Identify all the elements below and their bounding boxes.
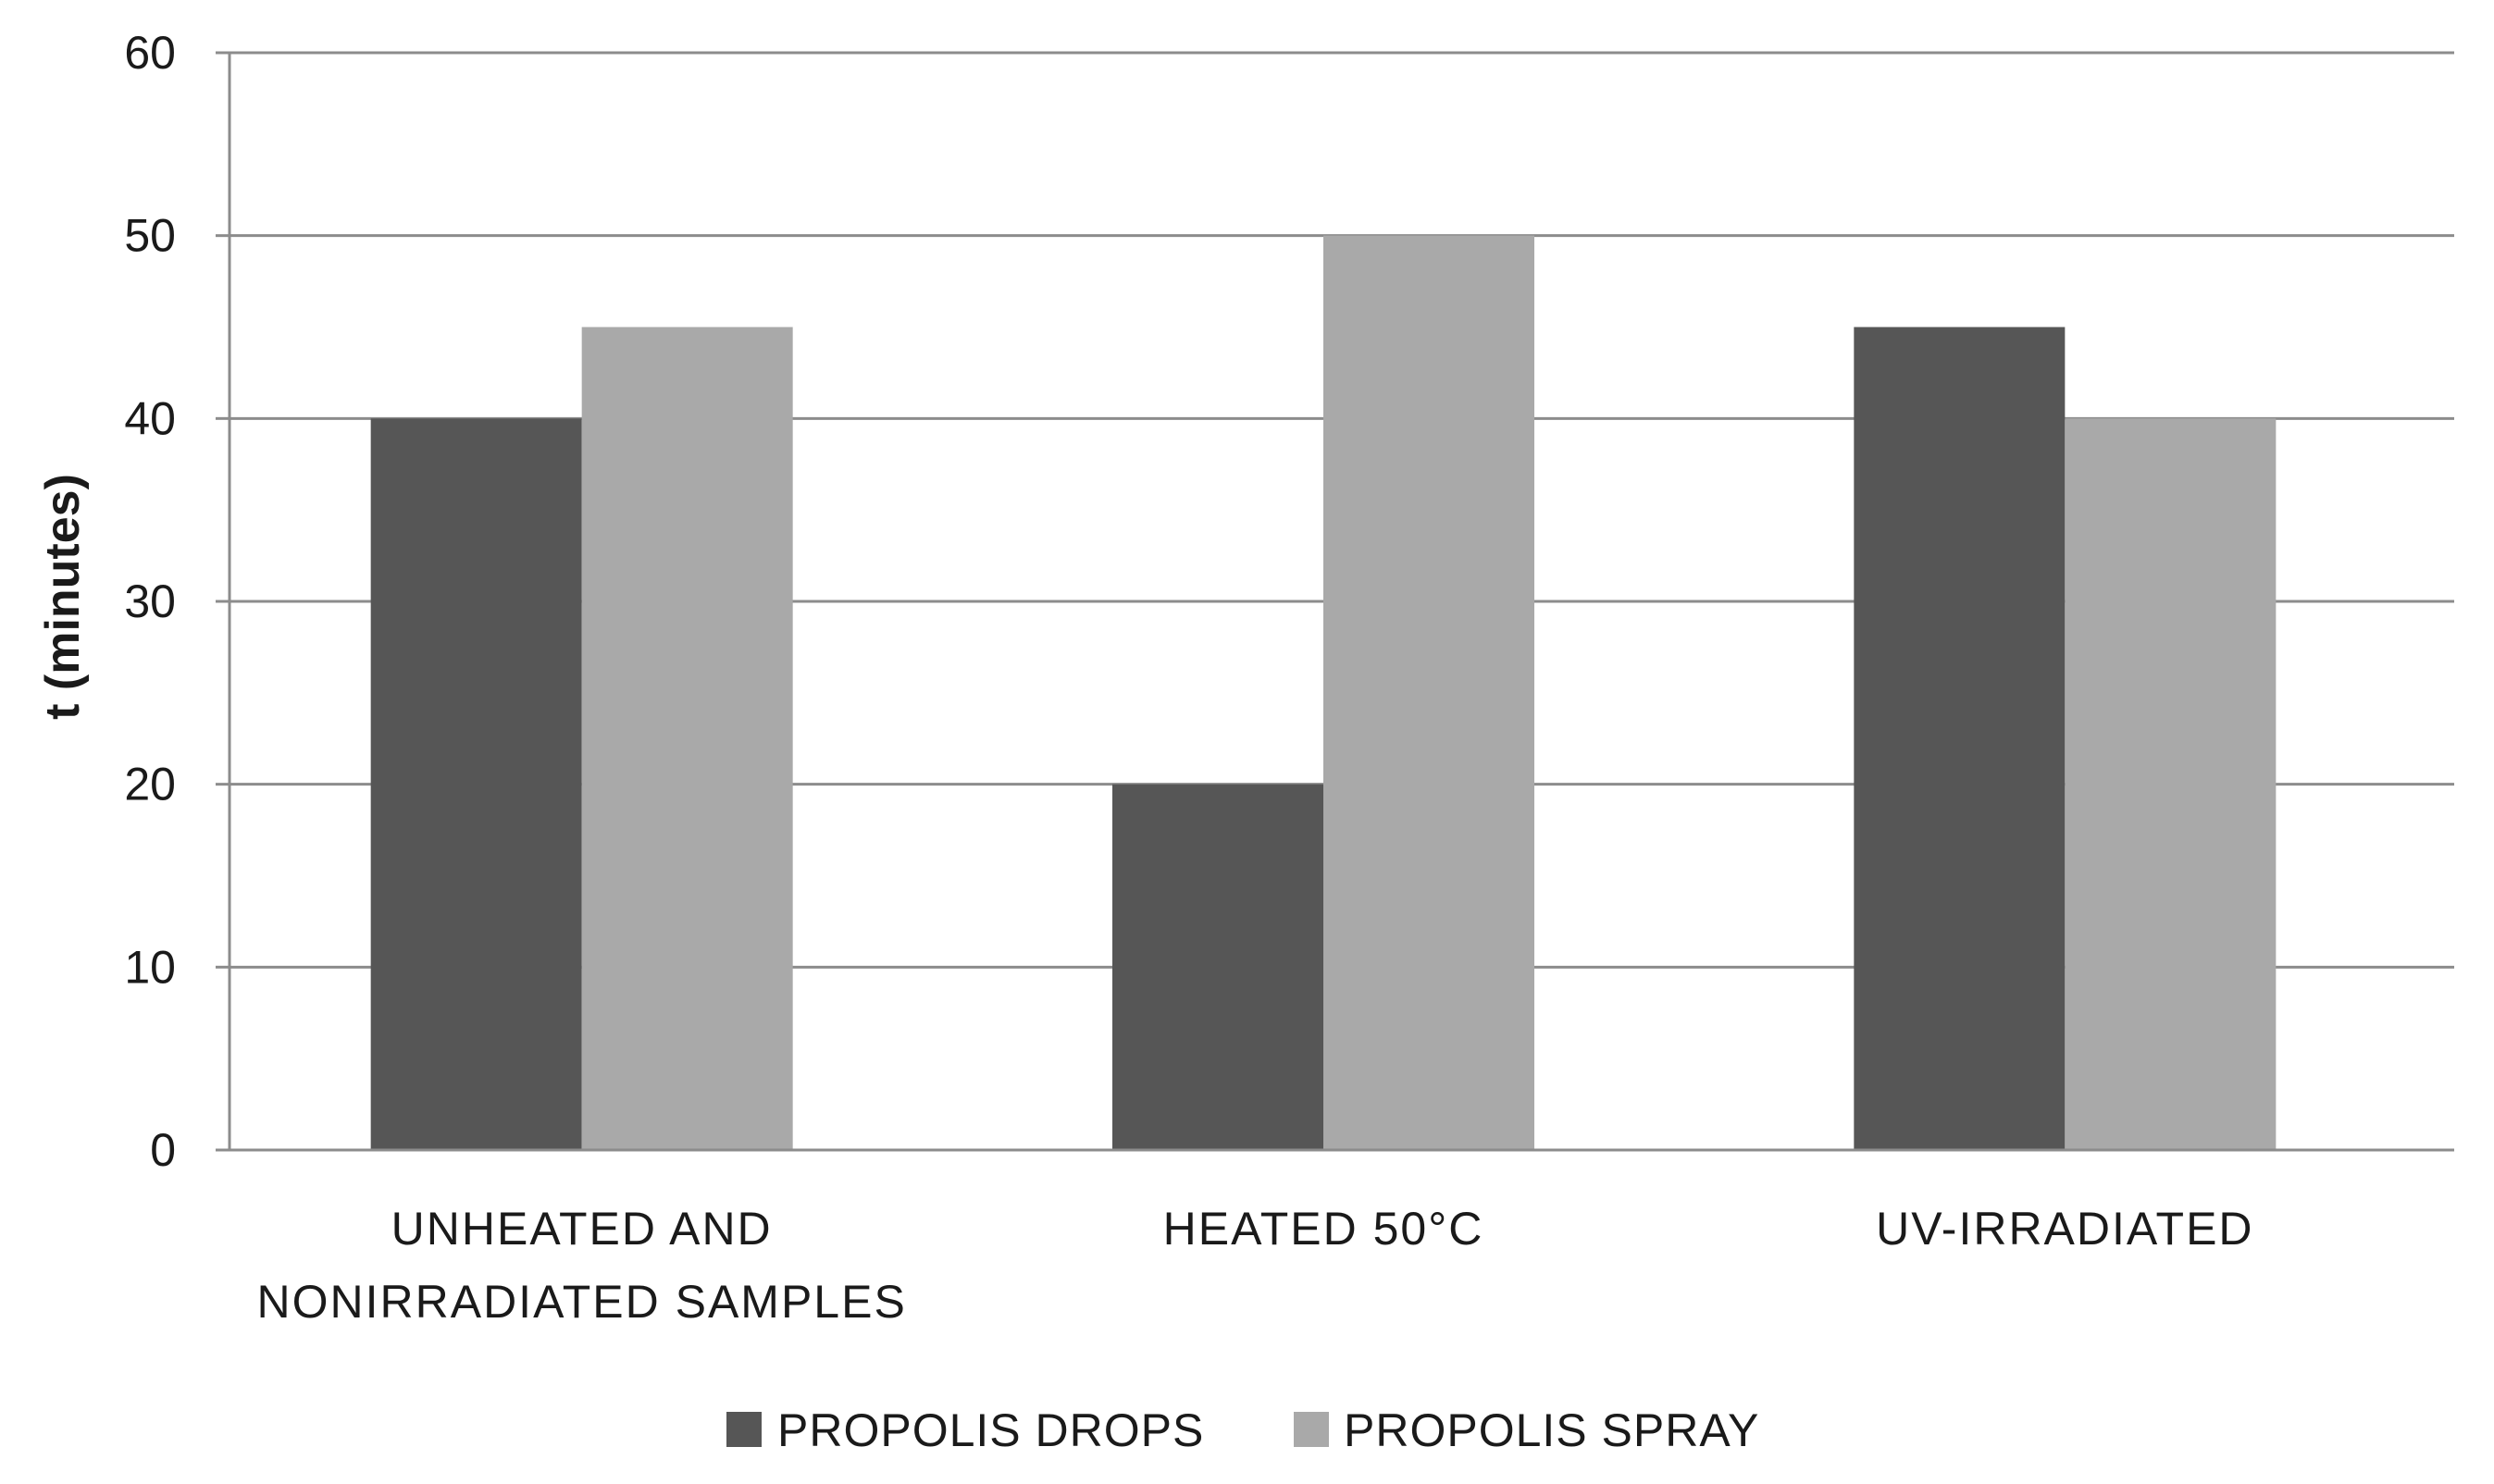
bar-propolis-spray [1323, 235, 1534, 1150]
bar-propolis-drops [1854, 327, 2066, 1150]
legend-label: PROPOLIS SPRAY [1344, 1404, 1759, 1456]
legend-swatch [726, 1412, 762, 1447]
category-label: HEATED 50°C [1163, 1203, 1484, 1255]
bar-propolis-drops [370, 418, 582, 1150]
y-tick-label: 40 [124, 392, 176, 444]
legend-swatch [1294, 1412, 1329, 1447]
y-tick-label: 10 [124, 941, 176, 993]
y-tick-labels: 0 10 20 30 40 50 60 [124, 27, 176, 1176]
bar-propolis-drops [1112, 784, 1323, 1150]
legend-label: PROPOLIS DROPS [777, 1404, 1204, 1456]
y-tick-label: 50 [124, 210, 176, 262]
category-labels: UNHEATED AND NONIRRADIATED SAMPLES HEATED … [257, 1203, 2253, 1328]
bar-propolis-spray [581, 327, 793, 1150]
category-label: UV-IRRADIATED [1876, 1203, 2253, 1255]
y-tick-label: 0 [150, 1124, 176, 1176]
category-label: UNHEATED AND [391, 1203, 773, 1255]
category-label: NONIRRADIATED SAMPLES [257, 1276, 907, 1328]
bars [370, 235, 2277, 1150]
y-axis-title: t (minutes) [36, 474, 90, 720]
y-tick-label: 30 [124, 575, 176, 627]
legend: PROPOLIS DROPS PROPOLIS SPRAY [726, 1404, 1759, 1456]
axes [216, 51, 2454, 1152]
bar-propolis-spray [2065, 418, 2277, 1150]
y-tick-label: 20 [124, 759, 176, 810]
y-tick-label: 60 [124, 27, 176, 79]
